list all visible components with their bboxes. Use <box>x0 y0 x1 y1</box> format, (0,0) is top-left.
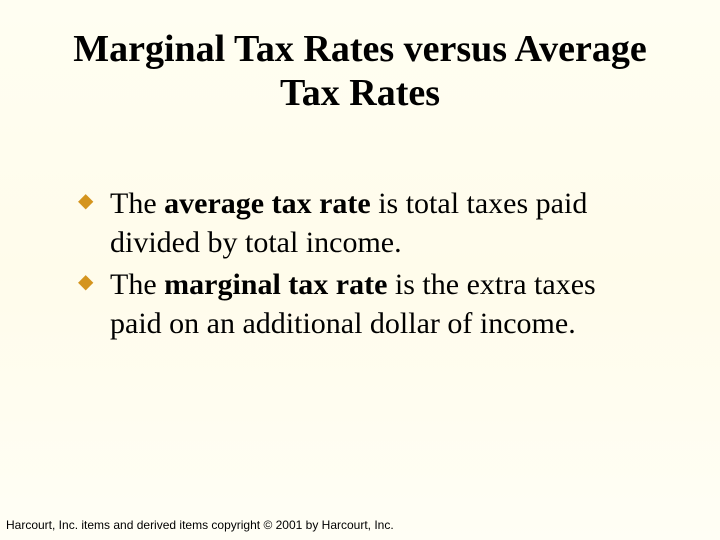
content-area: ◆ The average tax rate is total taxes pa… <box>50 185 670 343</box>
bullet-text-bold: average tax rate <box>164 187 371 220</box>
slide-container: Marginal Tax Rates versus Average Tax Ra… <box>0 0 720 540</box>
slide-title: Marginal Tax Rates versus Average Tax Ra… <box>50 28 670 115</box>
bullet-text-prefix: The <box>110 187 164 220</box>
diamond-bullet-icon: ◆ <box>78 272 98 292</box>
bullet-text-prefix: The <box>110 268 164 301</box>
copyright-footer: Harcourt, Inc. items and derived items c… <box>6 518 394 532</box>
bullet-item: ◆ The average tax rate is total taxes pa… <box>78 185 650 262</box>
bullet-item: ◆ The marginal tax rate is the extra tax… <box>78 266 650 343</box>
bullet-text-bold: marginal tax rate <box>164 268 387 301</box>
diamond-bullet-icon: ◆ <box>78 191 98 211</box>
